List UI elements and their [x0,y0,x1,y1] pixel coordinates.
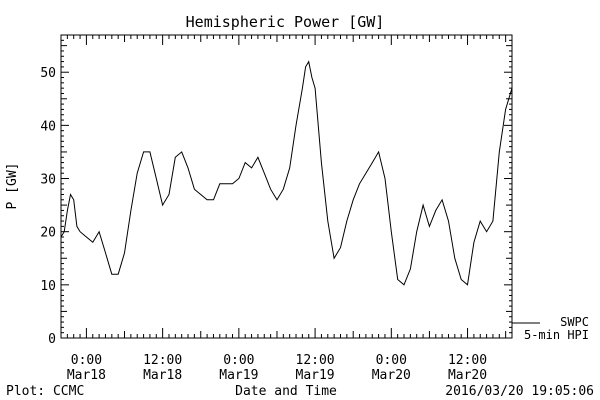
x-tick-label-time: 0:00 [71,353,102,368]
legend-line2: 5-min HPI [524,328,589,342]
footer-timestamp: 2016/03/20 19:05:06 [445,384,594,399]
series-line-5-min-hpi [60,60,513,286]
y-tick-label: 10 [40,279,56,294]
x-axis-label: Date and Time [235,384,337,399]
y-tick-label: 20 [40,226,56,241]
y-tick-label: 0 [48,332,56,347]
y-axis-label: P [GW] [5,163,20,210]
plot-frame [60,34,513,339]
x-tick-label-date: Mar19 [219,368,258,383]
x-tick-label-time: 12:00 [143,353,182,368]
legend: SWPC 5-min HPI [512,315,589,342]
y-tick-label: 30 [40,173,56,188]
x-tick-label-time: 12:00 [296,353,335,368]
x-tick-label-date: Mar18 [143,368,182,383]
y-tick-label: 50 [40,66,56,81]
x-axis-ticks: 0:00Mar1812:00Mar180:00Mar1912:00Mar190:… [60,35,513,383]
x-tick-label-date: Mar20 [372,368,411,383]
x-tick-label-date: Mar20 [448,368,487,383]
x-tick-label-time: 0:00 [223,353,254,368]
x-tick-label-time: 12:00 [448,353,487,368]
legend-line1: SWPC [560,315,589,329]
chart-title: Hemispheric Power [GW] [186,13,385,31]
x-tick-label-time: 0:00 [376,353,407,368]
footer-credit: Plot: CCMC [6,384,84,399]
x-tick-label-date: Mar19 [296,368,335,383]
x-tick-label-date: Mar18 [67,368,106,383]
y-tick-label: 40 [40,119,56,134]
y-axis-ticks: 0 10 20 30 40 50 [40,34,512,347]
